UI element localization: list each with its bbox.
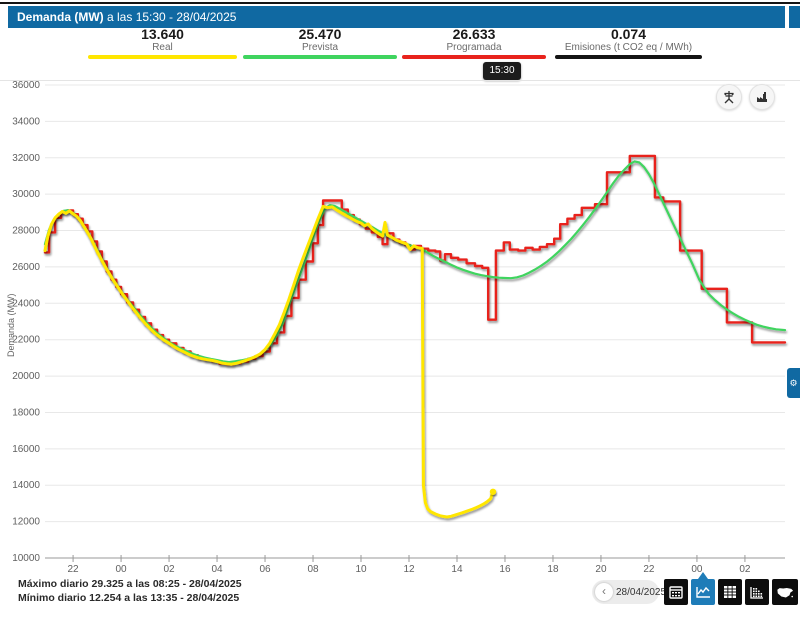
top-border-line: [0, 2, 800, 4]
table-icon: [723, 586, 737, 598]
x-tick-label: 00: [116, 564, 128, 575]
y-tick-label: 12000: [12, 517, 40, 528]
legend-value-real: 13.640: [141, 26, 184, 42]
selected-date: 28/04/2025: [616, 586, 667, 598]
legend-value-prevista: 25.470: [298, 26, 342, 42]
y-tick-label: 10000: [12, 553, 40, 564]
mosaic-view-button[interactable]: [745, 579, 769, 605]
line-chart-view-button[interactable]: [691, 579, 715, 605]
x-tick-label: 14: [451, 564, 463, 575]
corner-blue-button[interactable]: [789, 6, 800, 28]
transmission-toggle-button[interactable]: [716, 84, 742, 110]
x-tick-label: 10: [355, 564, 367, 575]
date-picker[interactable]: ‹ 28/04/2025: [592, 580, 666, 604]
legend-label-programada: Programada: [446, 42, 502, 53]
y-tick-label: 14000: [12, 480, 40, 491]
factory-icon: [757, 92, 767, 102]
legend-item-emisiones[interactable]: 0.074 Emisiones (t CO2 eq / MWh): [555, 27, 702, 59]
legend-bar-prevista: [243, 55, 397, 59]
y-tick-label: 18000: [12, 407, 40, 418]
table-view-button[interactable]: [718, 579, 742, 605]
x-tick-label: 12: [403, 564, 415, 575]
legend-item-prevista[interactable]: 25.470 Prevista: [243, 27, 397, 59]
header-subtitle: a las 15:30 - 28/04/2025: [103, 10, 237, 24]
x-tick-label: 04: [211, 564, 223, 575]
daily-min-text: Mínimo diario 12.254 a las 13:35 - 28/04…: [18, 592, 240, 604]
legend-label-prevista: Prevista: [301, 42, 339, 53]
y-tick-label: 16000: [12, 444, 40, 455]
legend-label-real: Real: [152, 42, 173, 53]
prev-day-button[interactable]: ‹: [595, 583, 613, 601]
line-chart-icon: [695, 586, 710, 598]
legend-bar-programada: [402, 55, 546, 59]
daily-max-text: Máximo diario 29.325 a las 08:25 - 28/04…: [18, 578, 242, 590]
active-view-pointer: [698, 572, 708, 579]
header-title: Demanda (MW): [17, 10, 104, 24]
spain-map-button[interactable]: [772, 579, 798, 605]
x-tick-label: 08: [307, 564, 319, 575]
chart-header-bar: Demanda (MW) a las 15:30 - 28/04/2025: [8, 6, 785, 28]
x-tick-label: 22: [68, 564, 80, 575]
time-tooltip: 15:30: [483, 62, 521, 80]
x-tick-label: 06: [259, 564, 271, 575]
x-tick-label: 02: [739, 564, 751, 575]
legend-bar-real: [88, 55, 237, 59]
legend-item-real[interactable]: 13.640 Real: [88, 27, 237, 59]
y-tick-label: 36000: [12, 80, 40, 91]
legend-value-programada: 26.633: [452, 26, 496, 42]
settings-side-tab[interactable]: ⚙: [787, 368, 800, 398]
y-tick-label: 22000: [12, 335, 40, 346]
spain-map-icon: [777, 587, 794, 597]
y-tick-label: 24000: [12, 298, 40, 309]
y-tick-label: 28000: [12, 226, 40, 237]
legend-value-emisiones: 0.074: [610, 26, 647, 42]
series-line-real: [43, 204, 495, 519]
transmission-tower-icon: [724, 91, 734, 104]
y-tick-label: 34000: [12, 116, 40, 127]
y-tick-label: 20000: [12, 371, 40, 382]
x-tick-label: 22: [643, 564, 655, 575]
legend-item-programada[interactable]: 26.633 Programada: [402, 27, 546, 59]
series-end-marker: [489, 488, 497, 495]
mosaic-icon: [750, 587, 763, 599]
chart-legend: 13.640 Real 25.470 Prevista 26.633 Progr…: [0, 27, 800, 59]
x-tick-label: 00: [691, 564, 703, 575]
y-axis-title: Demanda (MW): [6, 293, 16, 357]
generation-toggle-button[interactable]: [749, 84, 775, 110]
header-divider: [0, 80, 800, 81]
calendar-button[interactable]: [664, 579, 688, 605]
calendar-icon: [669, 586, 683, 599]
series-line-programada: [43, 154, 787, 366]
y-tick-label: 30000: [12, 189, 40, 200]
legend-bar-emisiones: [555, 55, 702, 59]
x-tick-label: 20: [595, 564, 607, 575]
x-tick-label: 02: [163, 564, 175, 575]
gear-icon: ⚙: [789, 377, 798, 388]
y-tick-label: 26000: [12, 262, 40, 273]
series-line-prevista: [43, 160, 787, 364]
x-tick-label: 18: [547, 564, 559, 575]
x-tick-label: 16: [499, 564, 511, 575]
y-tick-label: 32000: [12, 153, 40, 164]
legend-label-emisiones: Emisiones (t CO2 eq / MWh): [564, 42, 693, 53]
chevron-left-icon: ‹: [602, 584, 606, 598]
